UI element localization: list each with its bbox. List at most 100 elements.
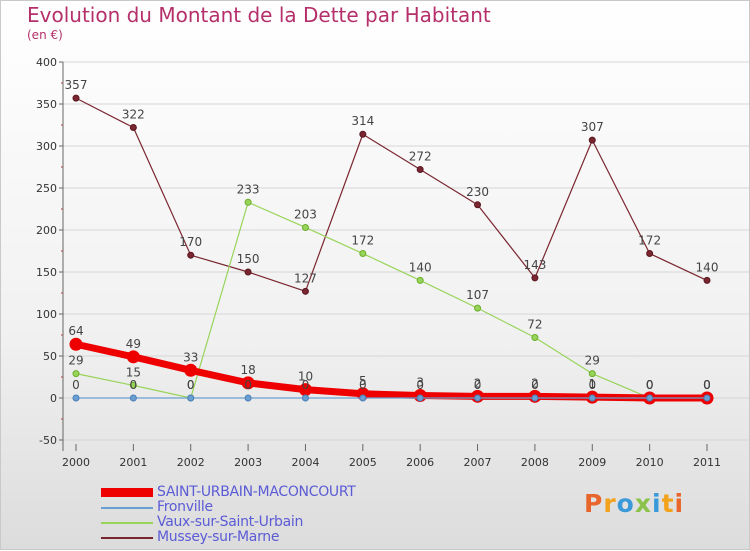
- data-point-fronville: [187, 394, 195, 402]
- data-point-saint-urbain-maconcourt: [69, 337, 83, 351]
- data-point-mussey-sur-marne: [474, 201, 482, 209]
- data-label-vaux-sur-saint-urbain: 0: [646, 378, 654, 392]
- data-point-mussey-sur-marne: [72, 94, 80, 102]
- data-label-vaux-sur-saint-urbain: 107: [466, 288, 489, 302]
- data-label-saint-urbain-maconcourt: 64: [68, 324, 83, 338]
- legend-label-mussey-sur-marne: Mussey-sur-Marne: [157, 529, 280, 545]
- data-label-saint-urbain-maconcourt: 2: [474, 376, 482, 390]
- data-label-saint-urbain-maconcourt: 2: [531, 376, 539, 390]
- series-line-saint-urbain-maconcourt: [75, 340, 707, 402]
- data-label-mussey-sur-marne: 170: [179, 235, 202, 249]
- data-label-saint-urbain-maconcourt: 0: [703, 378, 711, 392]
- data-label-mussey-sur-marne: 357: [65, 78, 88, 92]
- data-label-saint-urbain-maconcourt: 3: [416, 375, 424, 389]
- data-label-mussey-sur-marne: 172: [638, 234, 661, 248]
- data-label-saint-urbain-maconcourt: 33: [183, 350, 198, 364]
- data-point-vaux-sur-saint-urbain: [72, 370, 80, 378]
- data-label-vaux-sur-saint-urbain: 29: [585, 354, 600, 368]
- data-label-fronville: 0: [416, 378, 424, 392]
- data-point-mussey-sur-marne: [359, 130, 367, 138]
- x-tick-label: 2000: [62, 456, 90, 469]
- x-tick-label: 2005: [349, 456, 377, 469]
- data-point-mussey-sur-marne: [187, 251, 195, 259]
- data-label-fronville: 0: [531, 378, 539, 392]
- data-label-fronville: 0: [359, 378, 367, 392]
- y-tick-label: 50: [43, 350, 57, 363]
- series-line-mussey-sur-marne: [75, 97, 708, 292]
- data-label-vaux-sur-saint-urbain: 0: [187, 378, 195, 392]
- legend-item-mussey-sur-marne: Mussey-sur-Marne: [101, 530, 356, 545]
- data-label-saint-urbain-maconcourt: 18: [240, 363, 255, 377]
- y-tick-label: 400: [36, 56, 57, 69]
- x-tick-label: 2006: [406, 456, 434, 469]
- x-tick-label: 2003: [234, 456, 262, 469]
- data-label-mussey-sur-marne: 140: [696, 260, 719, 274]
- y-tick-label: 350: [36, 98, 57, 111]
- data-point-mussey-sur-marne: [703, 276, 711, 284]
- data-point-fronville: [703, 394, 711, 402]
- data-point-mussey-sur-marne: [588, 136, 596, 144]
- data-label-mussey-sur-marne: 272: [409, 150, 432, 164]
- data-point-saint-urbain-maconcourt: [184, 363, 198, 377]
- data-label-fronville: 0: [244, 378, 252, 392]
- data-label-saint-urbain-maconcourt: 10: [298, 370, 313, 384]
- x-tick-label: 2010: [636, 456, 664, 469]
- data-label-fronville: 0: [703, 378, 711, 392]
- data-label-mussey-sur-marne: 314: [351, 114, 374, 128]
- legend-item-fronville: Fronville: [101, 500, 356, 515]
- legend-label-saint-urbain-maconcourt: SAINT-URBAIN-MACONCOURT: [157, 484, 356, 500]
- data-label-mussey-sur-marne: 127: [294, 271, 317, 285]
- y-tick-label: 200: [36, 224, 57, 237]
- y-tick-label: 300: [36, 140, 57, 153]
- y-tick-label: 100: [36, 308, 57, 321]
- data-label-saint-urbain-maconcourt: 0: [646, 378, 654, 392]
- data-point-fronville: [244, 394, 252, 402]
- data-label-fronville: 0: [187, 378, 195, 392]
- data-point-fronville: [301, 394, 309, 402]
- legend-swatch-vaux-sur-saint-urbain: [101, 521, 153, 524]
- series-line-vaux-sur-saint-urbain: [75, 201, 707, 399]
- data-label-fronville: 0: [130, 378, 138, 392]
- data-point-vaux-sur-saint-urbain: [301, 223, 309, 231]
- data-point-vaux-sur-saint-urbain: [129, 381, 137, 389]
- legend-item-vaux-sur-saint-urbain: Vaux-sur-Saint-Urbain: [101, 515, 356, 530]
- data-label-vaux-sur-saint-urbain: 203: [294, 207, 317, 221]
- data-point-fronville: [416, 394, 424, 402]
- chart-subtitle: (en €): [27, 28, 63, 42]
- data-label-vaux-sur-saint-urbain: 0: [703, 378, 711, 392]
- x-tick-label: 2002: [177, 456, 205, 469]
- legend-swatch-fronville: [101, 506, 153, 509]
- data-label-vaux-sur-saint-urbain: 72: [527, 318, 542, 332]
- y-tick-label: 250: [36, 182, 57, 195]
- x-tick-label: 2004: [291, 456, 319, 469]
- data-point-vaux-sur-saint-urbain: [588, 370, 596, 378]
- data-point-fronville: [129, 394, 137, 402]
- data-label-saint-urbain-maconcourt: 1: [588, 377, 596, 391]
- data-point-vaux-sur-saint-urbain: [474, 304, 482, 312]
- data-point-fronville: [359, 394, 367, 402]
- x-tick-label: 2007: [464, 456, 492, 469]
- data-point-fronville: [474, 394, 482, 402]
- x-tick-label: 2008: [521, 456, 549, 469]
- data-label-fronville: 0: [646, 378, 654, 392]
- data-label-vaux-sur-saint-urbain: 172: [351, 234, 374, 248]
- legend-label-vaux-sur-saint-urbain: Vaux-sur-Saint-Urbain: [157, 514, 304, 530]
- data-point-fronville: [646, 394, 654, 402]
- data-label-fronville: 0: [588, 378, 596, 392]
- legend-item-saint-urbain-maconcourt: SAINT-URBAIN-MACONCOURT: [101, 485, 356, 500]
- chart-legend: SAINT-URBAIN-MACONCOURT Fronville Vaux-sur…: [101, 485, 356, 545]
- x-tick-label: 2001: [119, 456, 147, 469]
- data-point-mussey-sur-marne: [416, 166, 424, 174]
- data-label-mussey-sur-marne: 307: [581, 120, 604, 134]
- legend-swatch-mussey-sur-marne: [101, 536, 153, 539]
- data-point-fronville: [588, 394, 596, 402]
- data-point-saint-urbain-maconcourt: [126, 350, 140, 364]
- legend-label-fronville: Fronville: [157, 499, 213, 515]
- data-point-fronville: [72, 394, 80, 402]
- data-point-mussey-sur-marne: [531, 274, 539, 282]
- data-point-saint-urbain-maconcourt: [241, 376, 255, 390]
- data-point-vaux-sur-saint-urbain: [531, 334, 539, 342]
- data-point-fronville: [531, 394, 539, 402]
- data-label-mussey-sur-marne: 143: [523, 258, 546, 272]
